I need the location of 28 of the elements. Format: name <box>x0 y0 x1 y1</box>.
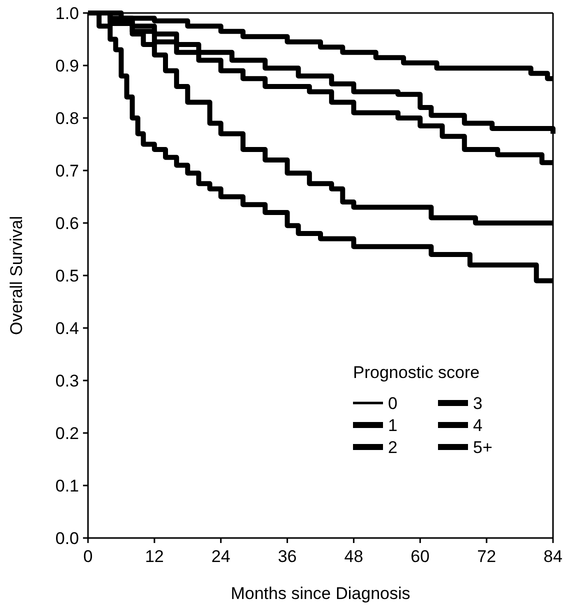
y-tick-label: 0.2 <box>55 424 79 443</box>
legend-label: 0 <box>388 394 398 413</box>
y-axis-title: Overall Survival <box>7 216 26 336</box>
x-axis-title: Months since Diagnosis <box>230 584 410 603</box>
y-tick-label: 1.0 <box>55 4 79 23</box>
x-tick-label: 60 <box>410 547 430 566</box>
y-tick-label: 0.0 <box>55 528 79 548</box>
y-tick-label: 0.1 <box>55 476 79 496</box>
y-tick-label: 0.4 <box>55 318 79 338</box>
y-tick-label: 0.9 <box>55 56 79 76</box>
legend-label: 4 <box>473 416 482 435</box>
x-tick-label: 72 <box>477 547 496 566</box>
legend-label: 1 <box>388 416 398 435</box>
x-tick-label: 48 <box>344 547 364 566</box>
x-tick-label: 12 <box>144 547 164 566</box>
legend-label: 2 <box>388 438 398 457</box>
x-tick-label: 24 <box>211 547 230 566</box>
legend-title: Prognostic score <box>353 363 480 382</box>
legend-label: 3 <box>473 394 482 413</box>
legend-label: 5+ <box>473 438 492 457</box>
y-tick-label: 0.6 <box>55 214 79 233</box>
y-tick-label: 0.5 <box>55 266 79 286</box>
x-tick-label: 0 <box>83 547 93 566</box>
y-tick-label: 0.7 <box>55 161 79 180</box>
x-tick-label: 84 <box>544 547 562 566</box>
y-tick-label: 0.3 <box>55 371 79 390</box>
x-tick-label: 36 <box>278 547 297 566</box>
y-tick-label: 0.8 <box>55 108 79 128</box>
